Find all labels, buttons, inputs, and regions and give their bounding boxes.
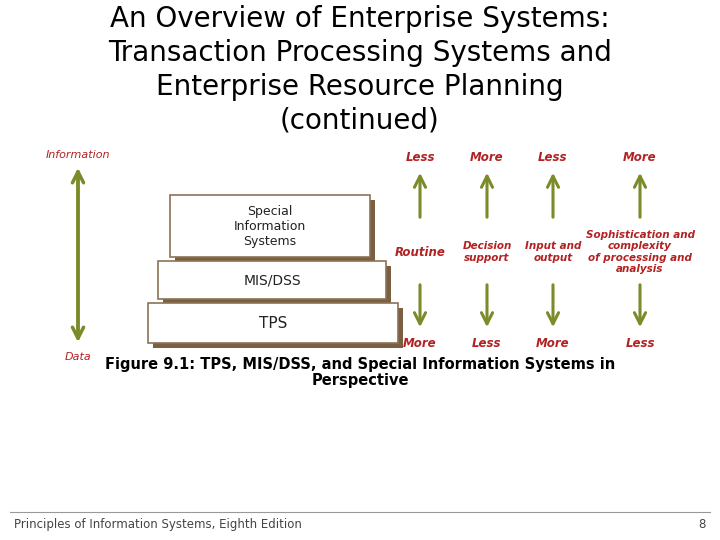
Text: Principles of Information Systems, Eighth Edition: Principles of Information Systems, Eight… xyxy=(14,518,302,531)
Bar xyxy=(158,261,386,299)
Text: Less: Less xyxy=(405,151,435,164)
Text: Information: Information xyxy=(46,150,110,160)
Text: 8: 8 xyxy=(698,518,706,531)
Text: An Overview of Enterprise Systems:: An Overview of Enterprise Systems: xyxy=(110,5,610,33)
Text: Figure 9.1: TPS, MIS/DSS, and Special Information Systems in: Figure 9.1: TPS, MIS/DSS, and Special In… xyxy=(105,357,615,372)
Bar xyxy=(153,308,403,348)
Text: Less: Less xyxy=(539,151,568,164)
Text: (continued): (continued) xyxy=(280,107,440,135)
Text: Decision
support: Decision support xyxy=(462,241,512,263)
Text: Less: Less xyxy=(472,337,502,350)
Bar xyxy=(148,303,398,343)
Text: Input and
output: Input and output xyxy=(525,241,581,263)
Text: Less: Less xyxy=(625,337,654,350)
Text: Sophistication and
complexity
of processing and
analysis: Sophistication and complexity of process… xyxy=(585,230,695,274)
Bar xyxy=(170,195,370,257)
Text: Perspective: Perspective xyxy=(311,373,409,388)
Text: Routine: Routine xyxy=(395,246,446,259)
Text: MIS/DSS: MIS/DSS xyxy=(243,273,301,287)
Text: Enterprise Resource Planning: Enterprise Resource Planning xyxy=(156,73,564,101)
Text: More: More xyxy=(624,151,657,164)
Text: TPS: TPS xyxy=(258,315,287,330)
Text: Special
Information
Systems: Special Information Systems xyxy=(234,205,306,247)
Bar xyxy=(163,266,391,304)
Text: More: More xyxy=(403,337,437,350)
Bar xyxy=(175,200,375,262)
Text: More: More xyxy=(536,337,570,350)
Text: Transaction Processing Systems and: Transaction Processing Systems and xyxy=(108,39,612,67)
Text: Data: Data xyxy=(65,352,91,362)
Text: More: More xyxy=(470,151,504,164)
